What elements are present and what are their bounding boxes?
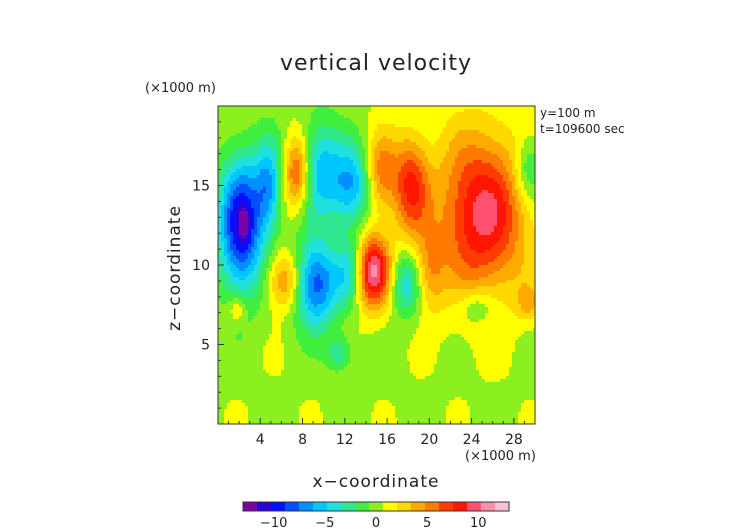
colorbar-swatch [369, 502, 384, 511]
colorbar-frame [242, 501, 510, 512]
colorbar-swatch [243, 502, 258, 511]
x-axis-label: x−coordinate [313, 472, 440, 492]
x-unit-label: (×1000 m) [465, 449, 536, 464]
y-axis-ticks: 5 10 15 [192, 121, 224, 409]
colorbar-swatch [425, 502, 440, 511]
colorbar-swatch [257, 502, 272, 511]
colorbar-swatch [341, 502, 356, 511]
heatmap-field [218, 106, 535, 424]
x-tick-label: 16 [378, 432, 396, 448]
annotation-t: t=109600 sec [540, 122, 625, 136]
colorbar-tick-label: 5 [423, 516, 431, 531]
colorbar-tick-label: 0 [372, 516, 380, 531]
colorbar-swatch [481, 502, 496, 511]
x-tick-label: 20 [420, 432, 438, 448]
colorbar-swatch [285, 502, 300, 511]
y-axis-label: z−coordinate [165, 205, 185, 331]
y-tick-label: 10 [192, 258, 210, 274]
colorbar-ticks: −10 −5 0 5 10 [260, 516, 487, 531]
colorbar-swatch [439, 502, 454, 511]
colorbar-swatch [411, 502, 426, 511]
colorbar-swatch [397, 502, 412, 511]
colorbar-swatch [355, 502, 370, 511]
chart-title: vertical velocity [280, 51, 472, 76]
x-tick-label: 4 [256, 432, 265, 448]
colorbar-swatch [453, 502, 468, 511]
y-tick-label: 15 [192, 179, 210, 195]
colorbar-swatch [327, 502, 342, 511]
x-tick-label: 12 [336, 432, 354, 448]
y-tick-label: 5 [201, 338, 210, 354]
colorbar-swatch [313, 502, 328, 511]
x-axis-ticks: 4 8 12 16 20 24 28 [228, 418, 525, 448]
colorbar [242, 501, 510, 512]
colorbar-tick-label: −10 [260, 516, 287, 531]
colorbar-tick-label: −5 [315, 516, 334, 531]
colorbar-swatch [299, 502, 314, 511]
colorbar-tick-label: 10 [470, 516, 487, 531]
x-tick-label: 24 [463, 432, 481, 448]
colorbar-swatch [271, 502, 286, 511]
colorbar-swatch [383, 502, 398, 511]
y-unit-label: (×1000 m) [145, 81, 216, 96]
colorbar-swatch [467, 502, 482, 511]
colorbar-swatch [495, 502, 510, 511]
x-tick-label: 28 [505, 432, 523, 448]
annotation-y: y=100 m [540, 106, 596, 120]
x-tick-label: 8 [298, 432, 307, 448]
